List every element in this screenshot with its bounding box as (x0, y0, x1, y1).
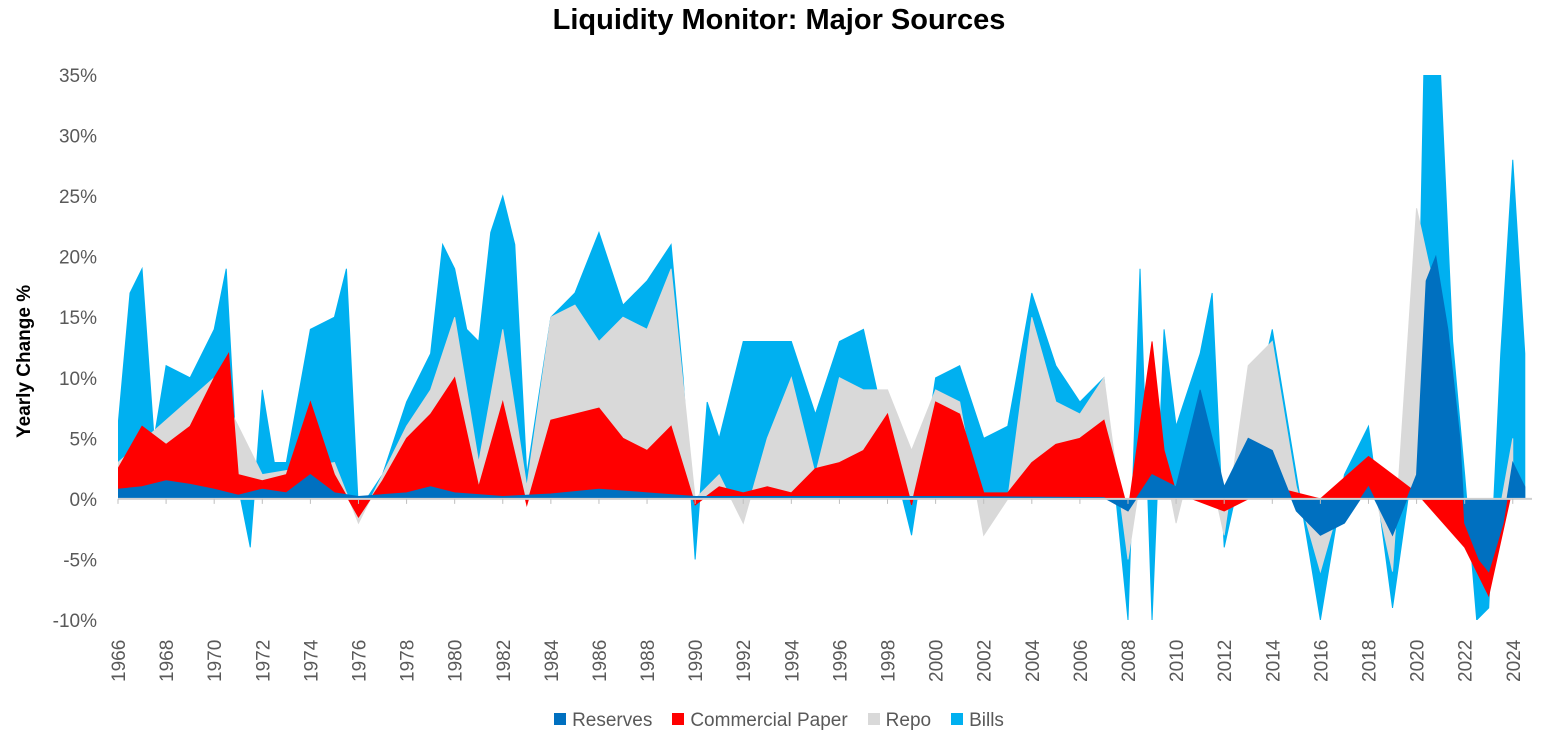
x-tick-label: 1994 (782, 639, 803, 682)
legend-swatch (672, 712, 685, 725)
x-tick-label: 1998 (879, 640, 900, 682)
x-tick-label: 2022 (1456, 640, 1477, 682)
legend-label: Commercial Paper (690, 710, 848, 731)
x-tick-label: 2014 (1263, 639, 1284, 682)
x-tick-label: 2012 (1215, 640, 1236, 682)
legend-item: Reserves (554, 710, 652, 732)
y-tick-label: 5% (70, 429, 98, 450)
x-tick-label: 1992 (734, 640, 755, 682)
x-tick-label: 1968 (157, 640, 178, 682)
x-tick-label: 2006 (1071, 640, 1092, 682)
x-tick-label: 1978 (398, 640, 419, 682)
x-tick-label: 2008 (1119, 640, 1140, 682)
chart-title: Liquidity Monitor: Major Sources (552, 4, 1006, 36)
x-tick-label: 1986 (590, 640, 611, 682)
legend-swatch (554, 712, 567, 725)
y-tick-label: 0% (70, 490, 98, 511)
legend-label: Repo (885, 710, 932, 731)
x-tick-label: 2024 (1504, 639, 1525, 682)
x-tick-label: 1996 (830, 640, 851, 682)
x-tick-label: 1984 (542, 639, 563, 682)
x-tick-label: 1974 (301, 639, 322, 682)
legend-label: Reserves (572, 710, 653, 731)
x-tick-label: 1980 (446, 640, 467, 682)
y-tick-label: 35% (59, 66, 97, 87)
y-tick-label: 15% (59, 308, 97, 329)
x-tick-label: 2002 (975, 640, 996, 682)
legend-item: Bills (951, 710, 1004, 732)
x-tick-label: 2010 (1167, 640, 1188, 682)
x-tick-label: 1976 (349, 640, 370, 682)
x-tick-label: 1988 (638, 640, 659, 682)
x-tick-label: 2018 (1359, 640, 1380, 682)
x-tick-label: 2004 (1023, 639, 1044, 682)
x-tick-label: 1982 (494, 640, 515, 682)
y-tick-label: 20% (59, 248, 97, 269)
x-tick-label: 2020 (1408, 640, 1429, 682)
y-tick-label: -5% (63, 550, 97, 571)
legend-swatch (951, 712, 964, 725)
legend-item: Commercial Paper (672, 710, 848, 732)
y-tick-label: 10% (59, 369, 97, 390)
legend-item: Repo (867, 710, 932, 732)
series-area-reserves (118, 254, 1526, 573)
x-tick-label: 1990 (686, 640, 707, 682)
legend-label: Bills (969, 710, 1004, 731)
x-tick-label: 2000 (927, 640, 948, 682)
x-tick-label: 1970 (205, 640, 226, 682)
x-tick-label: 1972 (253, 640, 274, 682)
y-tick-label: 25% (59, 187, 97, 208)
y-tick-label: -10% (53, 611, 97, 632)
x-tick-label: 1966 (109, 640, 130, 682)
legend: Reserves Commercial Paper Repo Bills (0, 710, 1558, 732)
series-area-commercial-paper (118, 341, 1514, 598)
y-tick-label: 30% (59, 127, 97, 148)
x-tick-label: 2016 (1311, 640, 1332, 682)
legend-swatch (867, 712, 880, 725)
plot-area: 35% 30% 25% 20% 15% 10% 5% 0% -5% -10% 1966 1968 197… (53, 66, 1532, 682)
